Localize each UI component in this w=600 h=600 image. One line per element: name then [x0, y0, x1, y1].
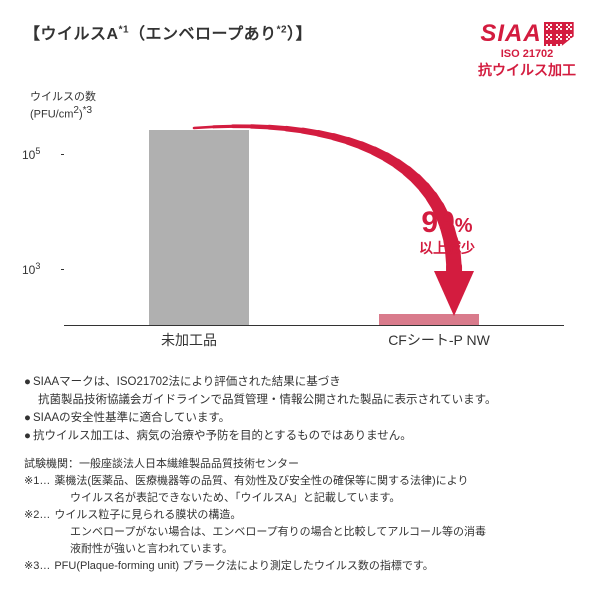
footnote-key: ※1… — [24, 473, 50, 490]
y-tick-mark — [61, 269, 64, 270]
callout-subtext: 以上減少 — [419, 238, 475, 258]
footnotes: 試験機関：一般座談法人日本繊維製品品質技術センター ※1…薬機法(医薬品、医療機… — [24, 456, 576, 575]
bullet-icon: ● — [24, 428, 31, 446]
footnote-line: エンベロープがない場合は、エンベロープ有りの場合と比較してアルコール等の消毒 — [24, 524, 576, 541]
siaa-mark-icon — [544, 22, 574, 46]
footnote-line: 液耐性が強いと言われています。 — [24, 541, 576, 558]
title-paren-close: ） — [287, 26, 296, 43]
footnote-line: ※2…ウイルス粒子に見られる膜状の構造。 — [24, 507, 576, 524]
title-mid: エンベロープあり — [146, 26, 277, 43]
title-bracket-close: 】 — [296, 26, 313, 43]
footnote-line: ウイルス名が表記できないため、「ウイルスA」と記載しています。 — [24, 490, 576, 507]
footnote-key: ※2… — [24, 507, 50, 524]
x-label: CFシート-P NW — [314, 330, 564, 350]
chart-area: 99% 以上減少 105103 未加工品CFシート-P NW — [24, 126, 576, 356]
notes: ●SIAAマークは、ISO21702法により評価された結果に基づき 抗菌製品技術… — [24, 374, 576, 445]
bullet-icon: ● — [24, 410, 31, 428]
title-sup1: *1 — [119, 25, 129, 36]
callout-percent: % — [455, 215, 473, 237]
y-tick-mark — [61, 154, 64, 155]
x-axis-labels: 未加工品CFシート-P NW — [64, 330, 564, 350]
test-org-value: 一般座談法人日本繊維製品品質技術センター — [79, 456, 299, 473]
siaa-badge: SIAA ISO 21702 抗ウイルス加工 — [478, 20, 576, 80]
x-label: 未加工品 — [64, 330, 314, 350]
chart-plot: 99% 以上減少 105103 — [64, 126, 564, 326]
y-label-line1: ウイルスの数 — [30, 90, 576, 104]
siaa-iso: ISO 21702 — [478, 48, 576, 60]
reduction-arrow-icon — [64, 126, 564, 326]
title-sup2: *2 — [277, 25, 287, 36]
bullet-icon: ● — [24, 374, 31, 392]
footnote-line: ※3…PFU(Plaque-forming unit) プラーク法により測定した… — [24, 558, 576, 575]
test-org: 試験機関：一般座談法人日本繊維製品品質技術センター — [24, 456, 576, 473]
test-org-label: 試験機関： — [24, 456, 79, 473]
title-paren-open: （ — [129, 26, 146, 43]
siaa-brand: SIAA — [480, 20, 541, 48]
note-1a: SIAAマークは、ISO21702法により評価された結果に基づき — [33, 374, 341, 392]
footnote-key: ※3… — [24, 558, 50, 575]
callout-number: 99 — [421, 206, 454, 239]
footnote-text: PFU(Plaque-forming unit) プラーク法により測定したウイル… — [54, 558, 433, 575]
siaa-label: 抗ウイルス加工 — [478, 60, 576, 80]
chart-title: 【ウイルスA*1（エンベロープあり*2）】 — [24, 20, 312, 44]
footnote-text: 薬機法(医薬品、医療機器等の品質、有効性及び安全性の確保等に関する法律)により — [54, 473, 468, 490]
title-main: ウイルスA — [41, 26, 119, 43]
note-1b: 抗菌製品技術協議会ガイドラインで品質管理・情報公開された製品に表示されています。 — [24, 392, 576, 410]
y-label-line2: (PFU/cm2)*3 — [30, 104, 576, 122]
title-bracket-open: 【 — [24, 26, 41, 43]
y-tick-label: 105 — [22, 146, 40, 162]
reduction-callout: 99% 以上減少 — [419, 208, 475, 258]
header: 【ウイルスA*1（エンベロープあり*2）】 SIAA ISO 21702 抗ウイ… — [24, 20, 576, 80]
note-2: SIAAの安全性基準に適合しています。 — [33, 410, 230, 428]
y-axis-label: ウイルスの数 (PFU/cm2)*3 — [30, 90, 576, 122]
y-tick-label: 103 — [22, 261, 40, 277]
note-3: 抗ウイルス加工は、病気の治療や予防を目的とするものではありません。 — [33, 428, 412, 446]
footnote-text: ウイルス粒子に見られる膜状の構造。 — [54, 507, 241, 524]
footnote-line: ※1…薬機法(医薬品、医療機器等の品質、有効性及び安全性の確保等に関する法律)に… — [24, 473, 576, 490]
